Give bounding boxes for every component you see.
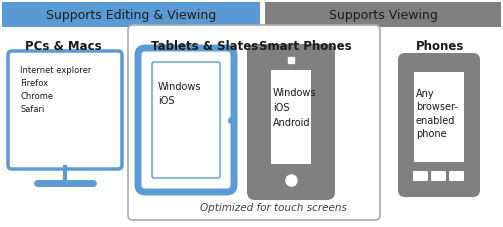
Text: Any
browser-
enabled
phone: Any browser- enabled phone (416, 89, 458, 139)
FancyBboxPatch shape (152, 62, 220, 178)
FancyBboxPatch shape (128, 25, 380, 220)
Text: Smart Phones: Smart Phones (259, 39, 351, 52)
Text: Supports Viewing: Supports Viewing (328, 8, 438, 22)
FancyBboxPatch shape (413, 171, 428, 181)
Text: Supports Editing & Viewing: Supports Editing & Viewing (46, 8, 216, 22)
Text: Windows
iOS: Windows iOS (158, 81, 202, 106)
FancyBboxPatch shape (398, 53, 480, 197)
FancyBboxPatch shape (8, 51, 122, 169)
Bar (265, 2, 501, 27)
Text: Windows
iOS
Android: Windows iOS Android (273, 88, 316, 128)
Text: PCs & Macs: PCs & Macs (25, 39, 101, 52)
FancyBboxPatch shape (449, 171, 464, 181)
Text: Optimized for touch screens: Optimized for touch screens (200, 203, 347, 213)
Text: Tablets & Slates: Tablets & Slates (151, 39, 259, 52)
Bar (414, 72, 464, 162)
Text: Phones: Phones (416, 39, 464, 52)
Bar (2, 2, 260, 27)
FancyBboxPatch shape (431, 171, 446, 181)
FancyBboxPatch shape (247, 44, 335, 200)
Bar (271, 70, 311, 164)
Text: Internet explorer
Firefox
Chrome
Safari: Internet explorer Firefox Chrome Safari (20, 66, 92, 114)
FancyBboxPatch shape (138, 48, 234, 192)
